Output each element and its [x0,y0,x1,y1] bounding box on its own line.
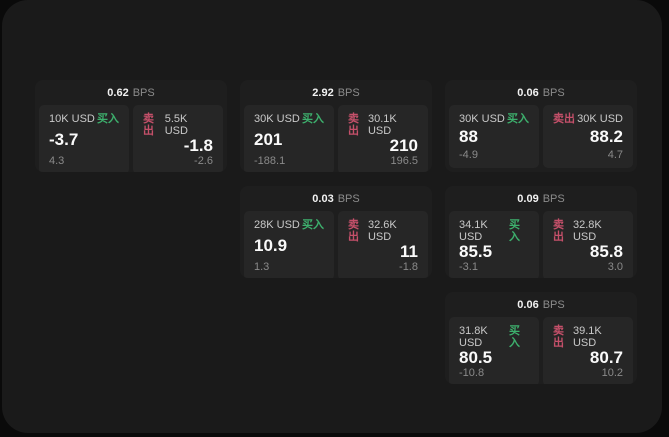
buy-change-value: -4.9 [459,149,478,161]
bps-value: 2.92 [312,86,334,99]
quote-card: 2.92 BPS 30K USD 买入 201 -188.1 卖出 30.1K … [240,80,432,172]
sell-price-value: -1.8 [183,136,213,155]
buy-amount-label: 30K USD [459,113,505,125]
sell-panel[interactable]: 卖出 30K USD 88.2 4.7 [543,105,633,168]
sell-side-label: 卖出 [348,113,359,137]
buy-price-value: 80.5 [459,348,493,367]
bps-header: 0.09 BPS [445,186,637,211]
bps-header: 0.06 BPS [445,292,637,317]
sell-change-value: -2.6 [194,155,213,167]
bps-header: 2.92 BPS [240,80,432,105]
sell-panel[interactable]: 卖出 39.1K USD 80.7 10.2 [543,317,633,384]
buy-price-value: 88 [459,127,478,146]
card-body: 31.8K USD 买入 80.5 -10.8 卖出 39.1K USD 80.… [445,317,637,384]
card-body: 10K USD 买入 -3.7 4.3 卖出 5.5K USD -1.8 -2.… [35,105,227,172]
bps-unit-label: BPS [542,86,565,99]
buy-change-value: 1.3 [254,261,270,273]
bps-value: 0.09 [517,192,539,205]
buy-panel[interactable]: 30K USD 买入 201 -188.1 [244,105,334,172]
quote-card: 0.06 BPS 30K USD 买入 88 -4.9 卖出 30K USD [445,80,637,172]
buy-side-label: 买入 [509,219,521,243]
bps-unit-label: BPS [542,192,565,205]
sell-amount-label: 30K USD [577,113,623,125]
bps-header: 0.06 BPS [445,80,637,105]
buy-price-value: -3.7 [49,130,79,149]
quotes-grid: 0.62 BPS 10K USD 买入 -3.7 4.3 卖出 5.5K USD [35,80,637,384]
bps-header: 0.03 BPS [240,186,432,211]
bps-value: 0.06 [517,86,539,99]
buy-side-label: 买入 [302,219,324,231]
sell-side-label: 卖出 [553,113,575,125]
sell-change-value: -1.8 [399,261,418,273]
card-body: 30K USD 买入 88 -4.9 卖出 30K USD 88.2 4.7 [445,105,637,172]
buy-side-label: 买入 [302,113,324,125]
sell-change-value: 3.0 [607,261,623,273]
sell-price-value: 88.2 [589,127,623,146]
sell-amount-label: 5.5K USD [164,113,188,137]
sell-side-label: 卖出 [348,219,359,243]
sell-amount-label: 39.1K USD [572,325,602,349]
sell-side-label: 卖出 [143,113,154,137]
buy-price-value: 10.9 [254,236,288,255]
sell-amount-label: 32.8K USD [572,219,602,243]
sell-change-value: 196.5 [390,155,418,167]
buy-amount-label: 30K USD [254,113,300,125]
bps-value: 0.62 [107,86,129,99]
bps-value: 0.03 [312,192,334,205]
card-body: 34.1K USD 买入 85.5 -3.1 卖出 32.8K USD 85.8… [445,211,637,278]
buy-side-label: 买入 [97,113,119,125]
sell-panel[interactable]: 卖出 30.1K USD 210 196.5 [338,105,428,172]
buy-panel[interactable]: 30K USD 买入 88 -4.9 [449,105,539,168]
buy-side-label: 买入 [507,113,529,125]
buy-change-value: -10.8 [459,367,485,379]
sell-side-label: 卖出 [553,325,564,349]
buy-amount-label: 31.8K USD [459,325,488,349]
quote-card: 0.06 BPS 31.8K USD 买入 80.5 -10.8 卖出 39.1… [445,292,637,384]
buy-price-value: 201 [254,130,283,149]
quote-card: 0.09 BPS 34.1K USD 买入 85.5 -3.1 卖出 32.8K… [445,186,637,278]
sell-price-value: 11 [400,242,418,261]
sell-panel[interactable]: 卖出 32.8K USD 85.8 3.0 [543,211,633,278]
sell-price-value: 85.8 [589,242,623,261]
buy-price-value: 85.5 [459,242,493,261]
sell-amount-label: 32.6K USD [367,219,397,243]
buy-amount-label: 34.1K USD [459,219,488,243]
buy-panel[interactable]: 10K USD 买入 -3.7 4.3 [39,105,129,172]
buy-change-value: -3.1 [459,261,478,273]
buy-amount-label: 10K USD [49,113,95,125]
quote-card: 0.62 BPS 10K USD 买入 -3.7 4.3 卖出 5.5K USD [35,80,227,172]
buy-panel[interactable]: 34.1K USD 买入 85.5 -3.1 [449,211,539,278]
buy-side-label: 买入 [509,325,521,349]
bps-unit-label: BPS [132,86,155,99]
buy-change-value: -188.1 [254,155,286,167]
sell-amount-label: 30.1K USD [367,113,397,137]
bps-header: 0.62 BPS [35,80,227,105]
sell-panel[interactable]: 卖出 32.6K USD 11 -1.8 [338,211,428,278]
card-body: 30K USD 买入 201 -188.1 卖出 30.1K USD 210 1… [240,105,432,172]
buy-amount-label: 28K USD [254,219,300,231]
sell-side-label: 卖出 [553,219,564,243]
bps-value: 0.06 [517,298,539,311]
bps-unit-label: BPS [542,298,565,311]
sell-panel[interactable]: 卖出 5.5K USD -1.8 -2.6 [133,105,223,172]
app-window: 0.62 BPS 10K USD 买入 -3.7 4.3 卖出 5.5K USD [2,0,662,433]
bps-unit-label: BPS [337,86,360,99]
sell-change-value: 4.7 [607,149,623,161]
buy-panel[interactable]: 31.8K USD 买入 80.5 -10.8 [449,317,539,384]
buy-change-value: 4.3 [49,155,65,167]
sell-price-value: 210 [389,136,418,155]
quote-card: 0.03 BPS 28K USD 买入 10.9 1.3 卖出 32.6K US… [240,186,432,278]
sell-price-value: 80.7 [589,348,623,367]
card-body: 28K USD 买入 10.9 1.3 卖出 32.6K USD 11 -1.8 [240,211,432,278]
buy-panel[interactable]: 28K USD 买入 10.9 1.3 [244,211,334,278]
bps-unit-label: BPS [337,192,360,205]
sell-change-value: 10.2 [601,367,623,379]
